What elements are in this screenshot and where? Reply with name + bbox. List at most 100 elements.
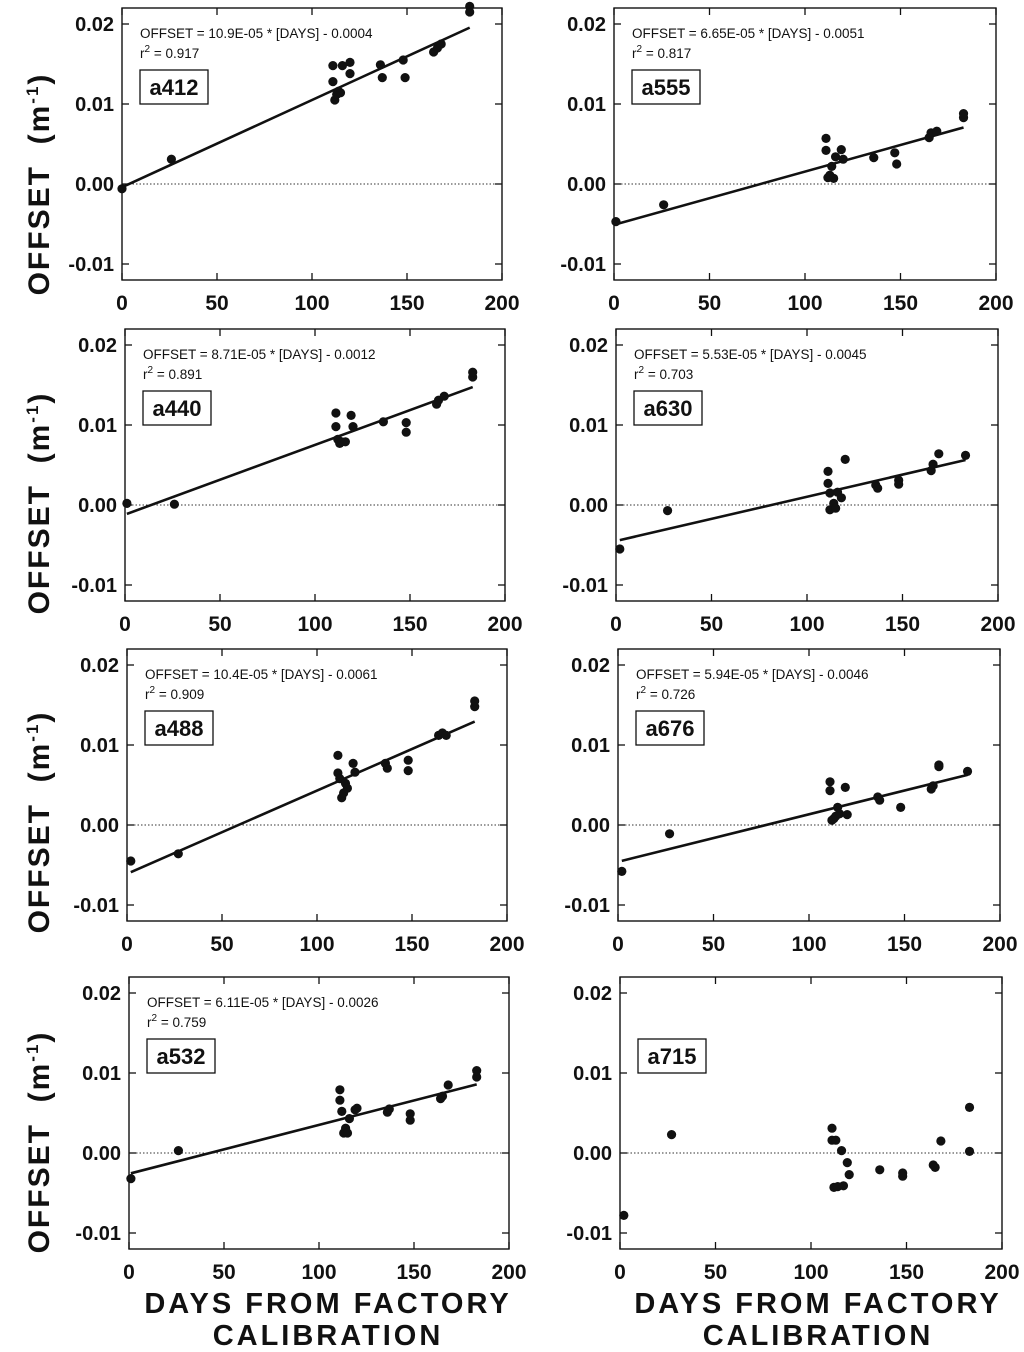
xlabel-line-2: CALIBRATION xyxy=(702,1320,934,1352)
data-point xyxy=(468,367,478,377)
data-point xyxy=(441,730,451,741)
x-tick-label: 0 xyxy=(123,1261,135,1284)
y-tick-label: 0.00 xyxy=(569,495,608,517)
data-point xyxy=(838,1181,849,1191)
y-tick-label: 0.00 xyxy=(573,1143,612,1165)
panel-label: a440 xyxy=(153,396,202,421)
r-squared-symbol: r xyxy=(143,367,148,382)
fit-equation: OFFSET = 6.11E-05 * [DAYS] - 0.0026 xyxy=(147,995,378,1010)
data-point xyxy=(472,1066,482,1076)
y-tick-label: 0.01 xyxy=(569,415,608,437)
r-squared-exponent: 2 xyxy=(637,44,643,55)
data-point xyxy=(437,1091,448,1101)
regression-line xyxy=(130,720,476,874)
data-point xyxy=(932,126,942,136)
data-point xyxy=(964,1102,975,1112)
regression-line xyxy=(621,773,968,863)
data-point xyxy=(611,217,621,227)
data-point xyxy=(337,61,347,71)
y-tick-label: 0.01 xyxy=(75,94,114,116)
regression-line xyxy=(121,26,471,189)
y-axis-label-row-2: OFFSET (m-1) xyxy=(23,353,57,653)
data-point xyxy=(619,1210,629,1220)
y-tick-label: 0.02 xyxy=(80,655,119,677)
x-tick-label: 0 xyxy=(121,933,133,956)
r-squared-value: = 0.891 xyxy=(153,367,202,382)
data-point xyxy=(352,1103,362,1113)
data-point xyxy=(825,488,835,498)
x-tick-label: 0 xyxy=(614,1261,626,1284)
y-tick-label: 0.02 xyxy=(78,335,117,357)
r-squared-exponent: 2 xyxy=(150,685,156,696)
fit-equation: OFFSET = 8.71E-05 * [DAYS] - 0.0012 xyxy=(143,347,376,362)
data-point xyxy=(958,109,969,119)
data-point xyxy=(928,459,938,469)
ylabel-unit-exponent: -1 xyxy=(23,722,42,742)
x-axis-label-right: DAYS FROM FACTORY CALIBRATION xyxy=(608,1288,1024,1352)
data-point xyxy=(378,417,388,427)
data-point xyxy=(346,410,356,420)
panel-label-box xyxy=(142,390,212,426)
r-squared: r2 = 0.726 xyxy=(636,685,695,702)
data-point xyxy=(821,133,831,143)
r-squared-value: = 0.817 xyxy=(642,46,691,61)
fit-equation: OFFSET = 6.65E-05 * [DAYS] - 0.0051 xyxy=(632,26,865,41)
xlabel-line-1: DAYS FROM FACTORY xyxy=(634,1288,1002,1320)
y-tick-label: 0.00 xyxy=(75,174,114,196)
data-point xyxy=(166,154,176,164)
data-point xyxy=(470,696,480,706)
y-tick-label: -0.01 xyxy=(75,1223,121,1245)
ylabel-unit-exponent: -1 xyxy=(23,403,42,423)
data-point xyxy=(836,1146,847,1156)
data-point xyxy=(934,760,944,770)
fit-equation: OFFSET = 10.9E-05 * [DAYS] - 0.0004 xyxy=(140,26,373,41)
data-point xyxy=(892,159,902,169)
data-point xyxy=(930,1162,940,1172)
panel-a412: 0 50 100 150 200 -0.01 0.00 0.01 0.02 OFFSET = 10… xyxy=(68,1,520,315)
r-squared-symbol: r xyxy=(634,367,639,382)
y-tick-label: 0.02 xyxy=(567,14,606,36)
data-point xyxy=(831,1135,841,1145)
data-point xyxy=(348,758,358,769)
x-tick-label: 200 xyxy=(491,1261,526,1284)
fit-equation: OFFSET = 5.94E-05 * [DAYS] - 0.0046 xyxy=(636,667,869,682)
ylabel-unit-exponent: -1 xyxy=(23,1042,42,1062)
panel-a488: 0 50 100 150 200 -0.01 0.00 0.01 0.02 OFFSET = 10… xyxy=(73,648,525,956)
x-tick-label: 150 xyxy=(396,1261,431,1284)
ylabel-unit-open: (m xyxy=(23,741,56,783)
ylabel-unit-close: ) xyxy=(23,72,56,85)
xlabel-line-2: CALIBRATION xyxy=(212,1320,444,1352)
r-squared-exponent: 2 xyxy=(641,685,647,696)
panel-label: a488 xyxy=(155,716,204,741)
ylabel-unit-open: (m xyxy=(23,422,56,464)
data-point xyxy=(400,73,410,83)
y-tick-label: 0.02 xyxy=(82,983,121,1005)
regression-line xyxy=(130,1083,478,1175)
data-point xyxy=(403,766,413,776)
y-tick-label: 0.01 xyxy=(573,1063,612,1085)
data-point xyxy=(465,1,475,11)
x-tick-label: 150 xyxy=(392,613,427,636)
x-tick-label: 100 xyxy=(299,933,334,956)
r-squared-exponent: 2 xyxy=(145,44,151,55)
y-tick-label: 0.01 xyxy=(567,94,606,116)
panel-label-box xyxy=(631,69,701,105)
data-point xyxy=(936,1136,946,1146)
ylabel-unit-close: ) xyxy=(23,1030,56,1043)
x-tick-label: 100 xyxy=(793,1261,828,1284)
plot-frame xyxy=(619,976,1003,1250)
x-tick-label: 0 xyxy=(608,292,620,315)
x-tick-label: 200 xyxy=(980,613,1015,636)
data-point xyxy=(934,449,944,459)
x-tick-label: 50 xyxy=(210,933,233,956)
ylabel-text: OFFSET xyxy=(23,803,56,934)
data-point xyxy=(875,1165,885,1175)
x-tick-label: 200 xyxy=(489,933,524,956)
data-point xyxy=(401,418,411,428)
r-squared-symbol: r xyxy=(140,46,145,61)
data-point xyxy=(842,1158,852,1168)
data-point xyxy=(382,763,392,773)
r-squared: r2 = 0.703 xyxy=(634,365,693,382)
x-tick-label: 50 xyxy=(704,1261,727,1284)
regression-line xyxy=(615,126,964,226)
